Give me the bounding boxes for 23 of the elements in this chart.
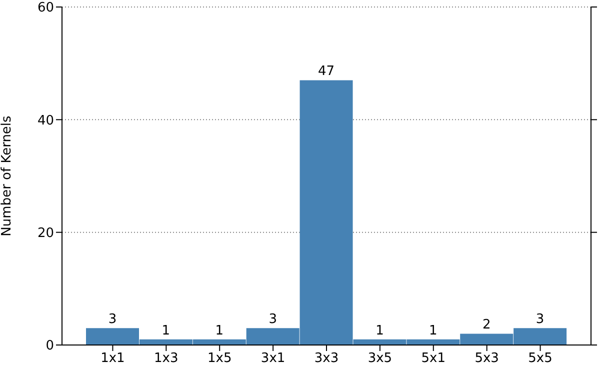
y-tick-label: 0 bbox=[46, 338, 54, 354]
x-tick-label: 5x5 bbox=[528, 351, 552, 366]
data-label: 1 bbox=[215, 323, 224, 338]
x-tick-label: 1x1 bbox=[100, 351, 125, 366]
data-label: 47 bbox=[318, 64, 335, 80]
y-axis-title: Number of Kernels bbox=[0, 115, 15, 236]
x-tick-label: 3x1 bbox=[260, 351, 286, 366]
data-label: 3 bbox=[108, 312, 117, 328]
x-tick-label: 1x3 bbox=[154, 351, 178, 366]
data-label: 3 bbox=[268, 312, 277, 328]
data-label: 3 bbox=[536, 312, 544, 328]
data-label: 1 bbox=[162, 323, 170, 338]
x-tick-label: 1x5 bbox=[207, 351, 232, 366]
data-label: 1 bbox=[376, 323, 384, 338]
data-label: 1 bbox=[429, 323, 438, 338]
x-tick-label: 5x3 bbox=[474, 351, 499, 366]
x-tick-label: 5x1 bbox=[421, 351, 446, 366]
y-tick-label: 20 bbox=[37, 226, 54, 241]
x-tick-label: 3x3 bbox=[314, 351, 339, 366]
y-tick-label: 60 bbox=[37, 0, 54, 16]
data-label: 2 bbox=[482, 318, 491, 333]
y-tick-label: 40 bbox=[37, 113, 54, 128]
x-tick-label: 3x5 bbox=[368, 351, 392, 366]
